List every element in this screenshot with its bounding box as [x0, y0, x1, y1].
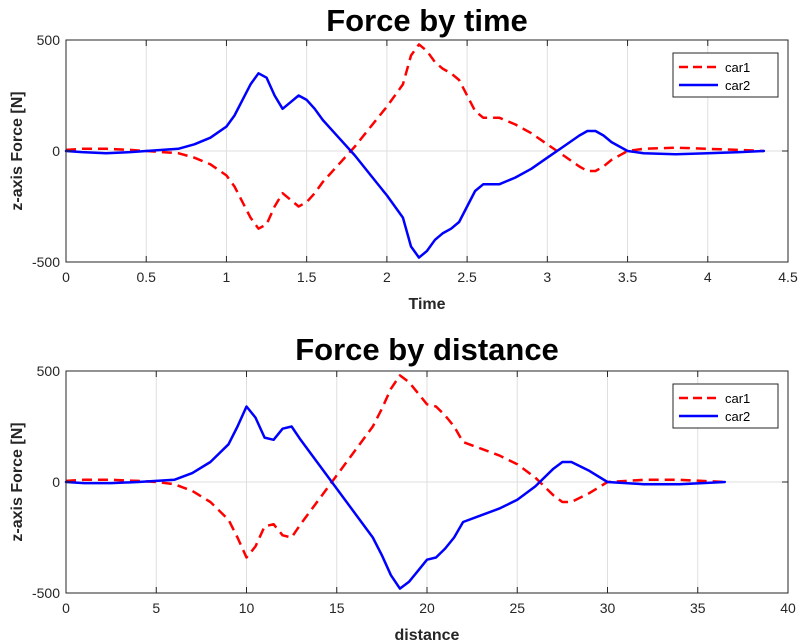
x-axis-label: Time: [408, 296, 445, 313]
x-tick-label: 15: [329, 600, 345, 616]
y-tick-label: -500: [32, 254, 60, 270]
x-tick-label: 2.5: [457, 269, 477, 285]
x-tick-label: 40: [780, 600, 796, 616]
x-axis-label: distance: [395, 627, 460, 644]
legend-box: [672, 383, 779, 429]
x-tick-label: 35: [690, 600, 706, 616]
x-tick-label: 1: [223, 269, 231, 285]
series-line-car2: [64, 72, 766, 259]
x-tick-label: 3.5: [618, 269, 638, 285]
legend: car1 car2: [672, 383, 779, 429]
y-tick-label: 500: [37, 32, 61, 48]
y-axis-label: z-axis Force [N]: [9, 422, 26, 541]
legend-label-car1: car1: [725, 60, 750, 75]
x-tick-label: 25: [509, 600, 525, 616]
legend: car1 car2: [672, 52, 779, 98]
series-line-car1: [65, 43, 764, 230]
y-tick-label: 0: [52, 143, 60, 159]
y-tick-label: 0: [52, 474, 60, 490]
x-tick-label: 2: [383, 269, 391, 285]
legend-label-car2: car2: [725, 409, 750, 424]
legend-box: [672, 52, 779, 98]
x-tick-label: 3: [543, 269, 551, 285]
legend-label-car1: car1: [725, 391, 750, 406]
x-tick-label: 1.5: [297, 269, 317, 285]
legend-label-car2: car2: [725, 78, 750, 93]
series-line-car2: [64, 405, 727, 590]
chart-title: Force by distance: [295, 332, 559, 367]
y-tick-label: 500: [37, 363, 61, 379]
x-tick-label: 4: [704, 269, 712, 285]
x-tick-label: 10: [239, 600, 255, 616]
x-tick-label: 30: [600, 600, 616, 616]
x-tick-label: 4.5: [778, 269, 798, 285]
x-tick-label: 0: [62, 600, 70, 616]
x-tick-label: 0.5: [136, 269, 156, 285]
y-tick-label: -500: [32, 585, 60, 601]
y-axis-label: z-axis Force [N]: [9, 91, 26, 210]
chart-title: Force by time: [326, 3, 528, 38]
x-tick-label: 0: [62, 269, 70, 285]
x-tick-label: 5: [152, 600, 160, 616]
x-tick-label: 20: [419, 600, 435, 616]
series-line-car1: [65, 374, 725, 559]
